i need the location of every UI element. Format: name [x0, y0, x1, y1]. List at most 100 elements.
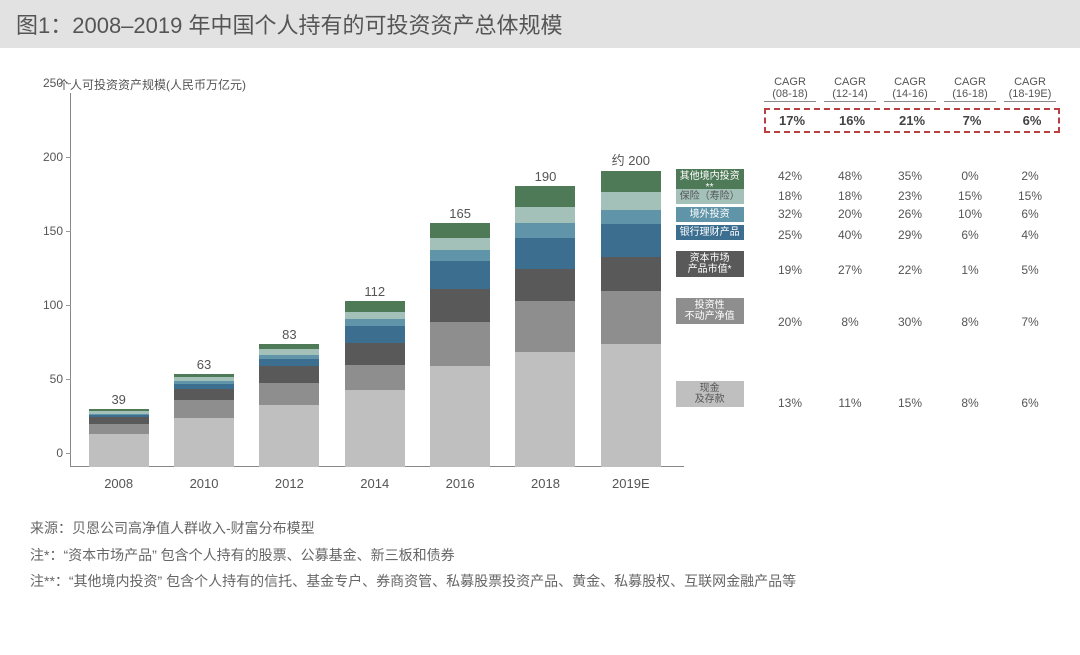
bar-stack [601, 171, 661, 467]
cagr-header-cell: CAGR (14-16) [884, 76, 936, 102]
legend-cash: 现金 及存款 [676, 381, 744, 407]
x-axis-label: 2018 [515, 476, 575, 491]
bar-segment-wm [601, 224, 661, 257]
cagr-header-cell: CAGR (16-18) [944, 76, 996, 102]
bar-segment-capmkt [345, 343, 405, 365]
cagr-cell: 27% [824, 263, 876, 277]
bar-segment-other [345, 301, 405, 311]
cagr-cell: 6% [1004, 207, 1056, 221]
chart-plot-area: 396383112165190约 200 2008201020122014201… [70, 97, 680, 467]
cagr-cell: 10% [944, 207, 996, 221]
bar-segment-insur [601, 192, 661, 210]
bar-stack [345, 301, 405, 467]
cagr-cell: 6% [944, 228, 996, 242]
y-tick: 100 [35, 298, 63, 312]
bar-segment-cash [601, 344, 661, 467]
bar-segment-insur [345, 312, 405, 319]
cagr-row-capmkt: 19% 27% 22% 1% 5% [764, 263, 1056, 277]
bar-segment-wm [259, 359, 319, 366]
bar-total-label: 165 [449, 206, 471, 221]
cagr-cell: 22% [884, 263, 936, 277]
cagr-row-other: 42%48%35%0%2% [764, 169, 1056, 183]
y-tick: 150 [35, 224, 63, 238]
bar-segment-wm [515, 238, 575, 269]
cagr-cell: 25% [764, 228, 816, 242]
cagr-total-cell: 16% [826, 113, 878, 128]
x-axis-label: 2016 [430, 476, 490, 491]
bar-segment-cash [174, 418, 234, 467]
bar-total-label: 约 200 [612, 150, 650, 169]
cagr-cell: 11% [824, 396, 876, 410]
cagr-cell: 8% [944, 396, 996, 410]
cagr-header-row: CAGR (08-18)CAGR (12-14)CAGR (14-16)CAGR… [764, 76, 1060, 102]
bar-segment-overseas [345, 319, 405, 326]
cagr-cell: 5% [1004, 263, 1056, 277]
bar-segment-capmkt [89, 417, 149, 424]
cagr-cell: 1% [944, 263, 996, 277]
bar-segment-capmkt [174, 389, 234, 401]
cagr-cell: 48% [824, 169, 876, 183]
cagr-row-realest: 20%8%30%8%7% [764, 315, 1056, 329]
bar-segment-realest [259, 383, 319, 405]
y-tick: 250 [35, 76, 63, 90]
x-axis-label: 2019E [601, 476, 661, 491]
cagr-cell: 19% [764, 263, 816, 277]
cagr-cell: 26% [884, 207, 936, 221]
cagr-cell: 8% [944, 315, 996, 329]
cagr-cell: 6% [1004, 396, 1056, 410]
footnote-line: 注*：“资本市场产品” 包含个人持有的股票、公募基金、新三板和债券 [30, 542, 1050, 569]
content-area: 个人可投资资产规模(人民币万亿元) 396383112165190约 200 2… [0, 48, 1080, 467]
bar-segment-other [430, 223, 490, 238]
legend-overseas: 境外投资 [676, 207, 744, 222]
cagr-row-overseas: 32%20%26%10%6% [764, 207, 1056, 221]
bar-container: 396383112165190约 200 [70, 97, 680, 467]
cagr-cell: 40% [824, 228, 876, 242]
bar-segment-realest [345, 365, 405, 390]
bar-segment-cash [259, 405, 319, 467]
y-tick: 200 [35, 150, 63, 164]
bar-segment-overseas [430, 250, 490, 262]
footnotes: 来源：贝恩公司高净值人群收入-财富分布模型注*：“资本市场产品” 包含个人持有的… [30, 515, 1050, 595]
cagr-row-wm: 25%40%29%6%4% [764, 228, 1056, 242]
y-tick: 50 [35, 372, 63, 386]
chart-column: 个人可投资资产规模(人民币万亿元) 396383112165190约 200 2… [30, 76, 680, 467]
bar-group: 112 [345, 284, 405, 467]
bar-segment-capmkt [430, 289, 490, 322]
cagr-cell: 30% [884, 315, 936, 329]
bar-segment-overseas [601, 210, 661, 225]
x-axis-labels: 2008201020122014201620182019E [70, 476, 680, 491]
cagr-row-cash: 13%11%15%8%6% [764, 396, 1056, 410]
cagr-total-cell: 6% [1006, 113, 1058, 128]
legend-wm: 银行理财产品 [676, 225, 744, 240]
cagr-cell: 15% [884, 396, 936, 410]
cagr-cell: 42% [764, 169, 816, 183]
cagr-total-row: 17%16%21%7%6% [764, 108, 1060, 133]
bar-segment-cash [515, 352, 575, 467]
y-axis-label: 个人可投资资产规模(人民币万亿元) [58, 76, 680, 93]
cagr-cell: 32% [764, 207, 816, 221]
cagr-row-insur: 18%18%23%15%15% [764, 189, 1056, 203]
bar-group: 63 [174, 357, 234, 467]
bar-segment-wm [430, 261, 490, 289]
cagr-header-cell: CAGR (18-19E) [1004, 76, 1056, 102]
bar-segment-capmkt [515, 269, 575, 302]
footnote-line: 注**：“其他境内投资” 包含个人持有的信托、基金专户、券商资管、私募股票投资产… [30, 568, 1050, 595]
bar-segment-cash [89, 434, 149, 467]
x-axis-label: 2008 [89, 476, 149, 491]
bar-segment-cash [430, 366, 490, 467]
bar-group: 约 200 [601, 150, 661, 467]
bar-segment-other [515, 186, 575, 207]
bar-segment-realest [430, 322, 490, 366]
cagr-cell: 7% [1004, 315, 1056, 329]
bar-segment-realest [515, 301, 575, 351]
cagr-cell: 23% [884, 189, 936, 203]
cagr-cell: 15% [1004, 189, 1056, 203]
cagr-cell: 0% [944, 169, 996, 183]
bar-stack [515, 186, 575, 467]
cagr-cell: 2% [1004, 169, 1056, 183]
bar-stack [430, 223, 490, 467]
bar-segment-realest [89, 424, 149, 434]
bar-segment-insur [430, 238, 490, 250]
bar-group: 190 [515, 169, 575, 467]
bar-group: 165 [430, 206, 490, 467]
